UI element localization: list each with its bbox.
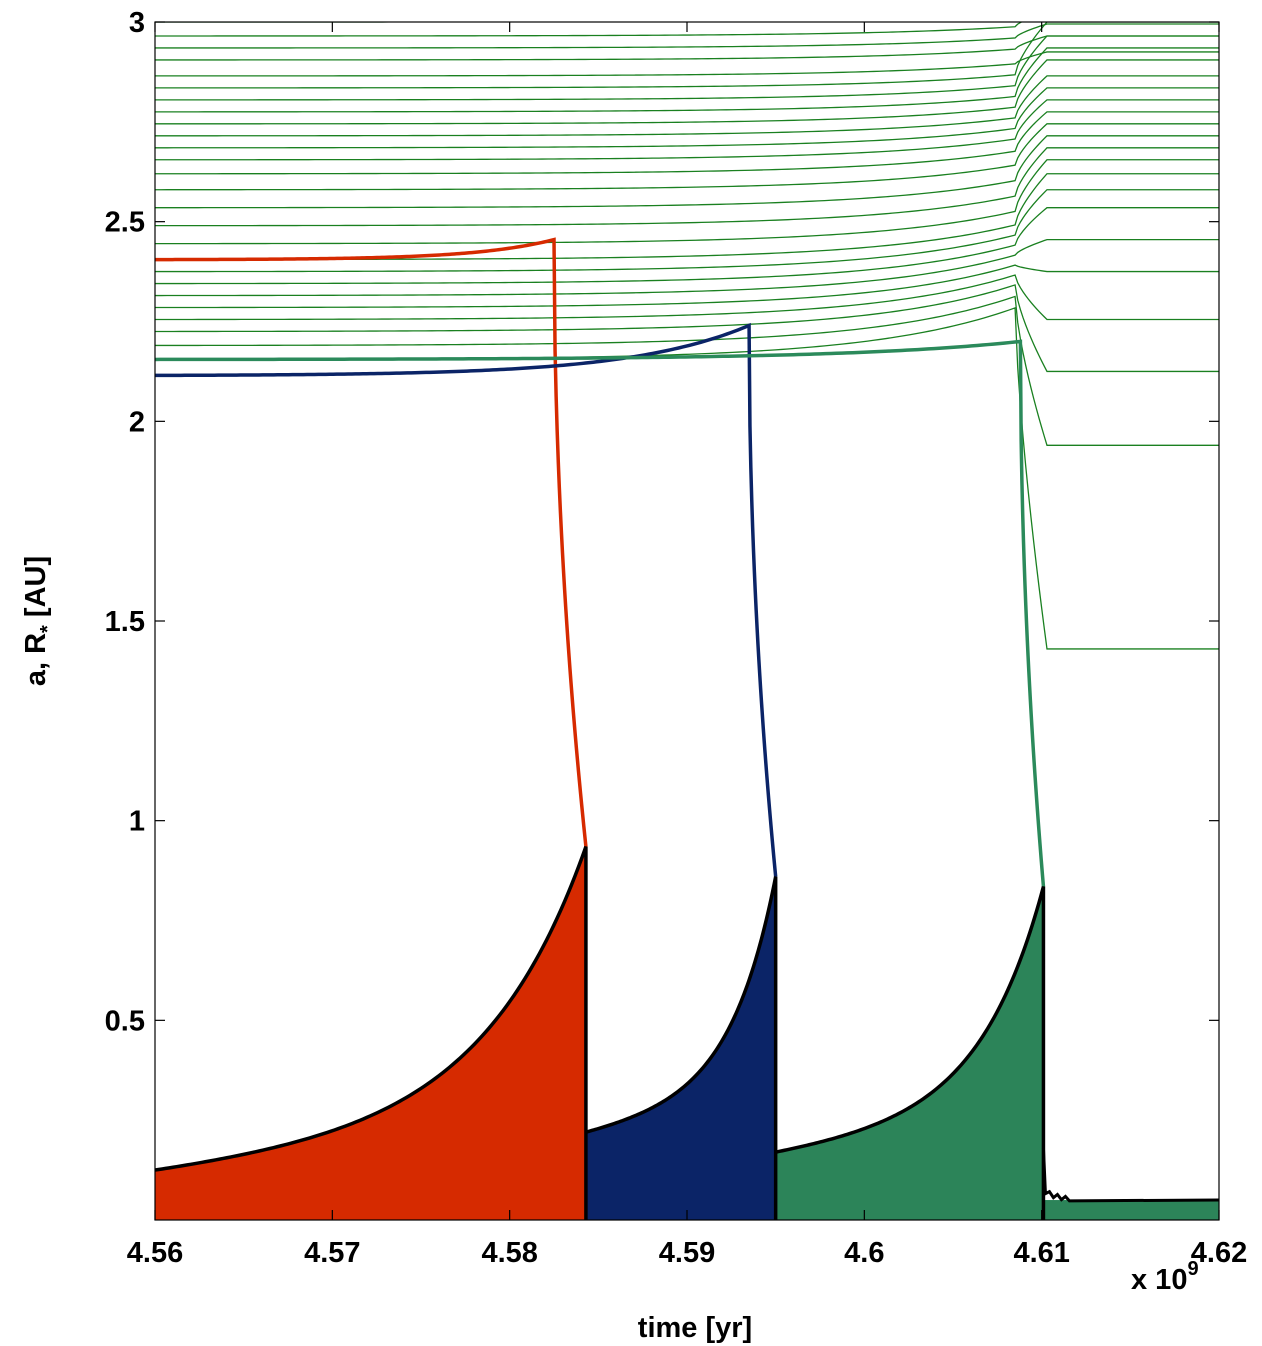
thin-orbit-line	[155, 207, 1219, 285]
x-tick-label: 4.58	[481, 1237, 537, 1269]
x-tick-label: 4.6	[844, 1237, 884, 1269]
x-tick-label: 4.59	[659, 1237, 715, 1269]
thin-orbit-line	[155, 135, 1219, 209]
x-multiplier-base: x 10	[1131, 1264, 1187, 1296]
thin-orbit-line	[155, 47, 1219, 113]
stellar-radius-line-green	[775, 886, 1046, 1220]
thin-orbit-line	[155, 35, 1219, 61]
x-axis-title: time [yr]	[638, 1312, 752, 1344]
x-tick-label: 4.61	[1013, 1237, 1069, 1269]
thin-orbit-line	[155, 35, 1219, 101]
y-axis-title-main: a, R	[20, 633, 52, 686]
stellar-fill-remnant	[1043, 1200, 1219, 1220]
stellar-fill-blue	[585, 876, 776, 1220]
thin-orbit-line	[155, 59, 1219, 125]
y-tick-label: 1.5	[105, 606, 145, 638]
thin-orbit-line	[155, 111, 1219, 175]
thin-orbit-line	[155, 284, 1219, 373]
planet-orbit-lines	[155, 237, 1046, 887]
stellar-radius-line-blue	[585, 876, 778, 1220]
y-tick-label: 0.5	[105, 1005, 145, 1037]
y-axis-title-unit: [AU]	[20, 556, 52, 625]
y-tick-label: 1	[129, 806, 145, 838]
thin-orbit-line	[155, 147, 1219, 227]
thin-orbit-line	[155, 189, 1219, 273]
y-tick-label: 3	[129, 7, 145, 39]
thin-orbit-line	[155, 22, 1023, 37]
x-multiplier-exponent: 9	[1187, 1258, 1198, 1280]
thin-orbit-line	[155, 75, 1219, 137]
planet-orbit-green	[155, 339, 1046, 887]
planet-orbit-red	[155, 237, 588, 847]
thin-orbit-line	[155, 274, 1219, 321]
planet-orbit-blue	[155, 322, 778, 877]
thin-orbit-line	[155, 264, 1219, 309]
stellar-fill-red	[155, 846, 586, 1220]
stellar-radius-line-remnant	[1041, 1148, 1219, 1203]
thin-orbit-lines	[155, 22, 1219, 650]
stellar-radius-lines	[155, 846, 1219, 1220]
y-tick-label: 2.5	[105, 207, 145, 239]
thin-orbit-line	[155, 22, 651, 23]
y-axis-title-subscript: *	[37, 625, 59, 633]
axis-tick-labels: 4.56 4.57 4.58 4.59 4.6 4.61 4.62 0.5 1 1.5 2 2.5 3	[105, 7, 1248, 1269]
y-axis-title: a, R* [AU]	[20, 556, 59, 686]
thin-orbit-line	[155, 22, 1219, 89]
thin-orbit-line	[155, 51, 1219, 77]
x-tick-label: 4.57	[304, 1237, 360, 1269]
thin-orbit-line	[155, 123, 1219, 191]
thin-orbit-line	[155, 238, 1219, 297]
stellar-radius-line-red	[155, 846, 588, 1220]
thin-orbit-line	[155, 159, 1219, 245]
axis-ticks	[154, 21, 1220, 1220]
thin-orbit-line	[155, 295, 1219, 446]
thin-orbit-line	[155, 99, 1219, 161]
x-tick-label: 4.56	[127, 1237, 183, 1269]
thin-orbit-line	[155, 23, 1219, 49]
y-tick-label: 2	[129, 406, 145, 438]
x-tick-label: 4.62	[1191, 1237, 1247, 1269]
plot-background	[155, 22, 1219, 1220]
x-axis-multiplier: x 109	[1131, 1258, 1199, 1296]
thin-orbit-line	[155, 87, 1219, 149]
